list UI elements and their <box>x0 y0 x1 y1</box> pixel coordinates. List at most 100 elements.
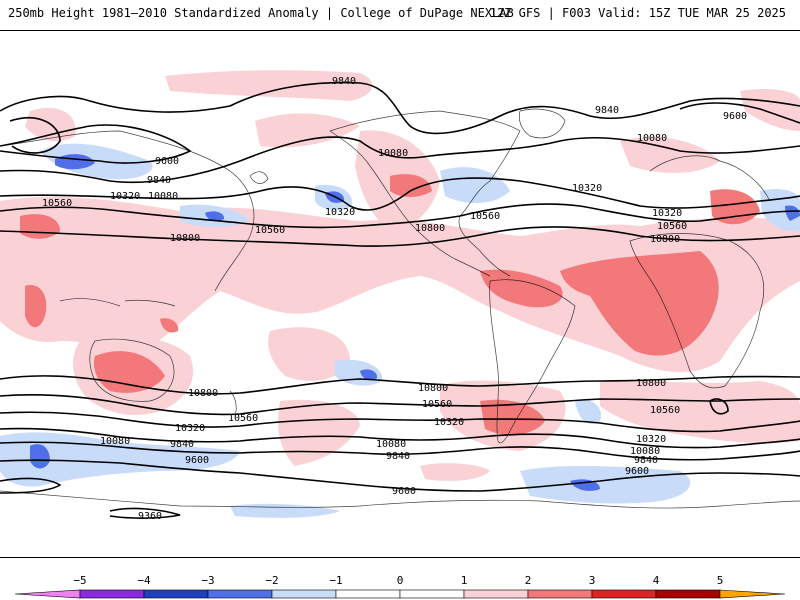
europe-coast <box>649 155 771 202</box>
anomaly-region <box>205 211 225 221</box>
colorbar-segment-pos3 <box>591 589 657 599</box>
map-title: 250mb Height 1981–2010 Standardized Anom… <box>8 6 514 20</box>
anomaly-region <box>0 196 800 373</box>
contour-label: 9600 <box>625 466 649 477</box>
contour-label: 10320 <box>110 191 140 202</box>
contour-label: 10560 <box>42 198 72 209</box>
contour-labels: 9840 9840 9600 10080 9600 9840 10320 100… <box>42 76 747 522</box>
anomaly-map-canvas: 9840 9840 9600 10080 9600 9840 10320 100… <box>0 70 800 522</box>
contour-label: 9840 <box>332 76 356 87</box>
south-america-coast <box>489 279 576 444</box>
contour-9840-south <box>0 441 800 461</box>
contour-9600-south <box>0 459 800 492</box>
contour-label: 10320 <box>175 423 205 434</box>
contour-9600-natl <box>679 102 800 124</box>
contour-label: 10320 <box>636 434 666 445</box>
contour-label: 9600 <box>155 156 179 167</box>
contour-9840-north <box>0 81 800 135</box>
anomaly-colorbar: −5 −4 −3 −2 −1 0 1 2 3 4 5 <box>14 574 786 599</box>
colorbar-tick-label: 1 <box>461 574 468 587</box>
contour-10320-south <box>0 411 800 433</box>
asia-coast <box>0 130 255 292</box>
anomaly-region <box>480 269 563 308</box>
greenland-coast <box>518 108 566 139</box>
contour-label: 10800 <box>188 388 218 399</box>
contour-label: 10320 <box>572 183 602 194</box>
colorbar-tick-label: −4 <box>137 574 151 587</box>
contour-10080-north <box>0 136 800 184</box>
contour-label: 10080 <box>100 436 130 447</box>
colorbar-tick-label: 3 <box>589 574 596 587</box>
contour-label: 10080 <box>148 191 178 202</box>
contour-label: 10080 <box>637 133 667 144</box>
colorbar-ticks: −5 −4 −3 −2 −1 0 1 2 3 4 5 <box>73 574 723 587</box>
contour-label: 9840 <box>634 455 658 466</box>
colorbar-segment-pos2 <box>527 589 593 599</box>
contour-southern-low <box>709 398 729 415</box>
contour-label: 10560 <box>650 405 680 416</box>
anomaly-region <box>165 70 373 101</box>
colorbar-segment-zero-pos <box>399 589 465 599</box>
contour-label: 10320 <box>325 207 355 218</box>
colorbar-tick-label: 2 <box>525 574 532 587</box>
north-america-coast <box>329 110 521 277</box>
anomaly-region <box>480 399 545 435</box>
colorbar-tick-label: 5 <box>717 574 724 587</box>
contour-label: 9600 <box>185 455 209 466</box>
colorbar-tick-label: 0 <box>397 574 404 587</box>
colorbar-tick-label: −5 <box>73 574 86 587</box>
contour-label: 10560 <box>657 221 687 232</box>
antarctica-coast <box>0 490 800 509</box>
model-run-info: 12Z GFS | F003 Valid: 15Z TUE MAR 25 202… <box>489 6 786 20</box>
japan-coast <box>249 171 269 184</box>
contour-label: 10320 <box>434 417 464 428</box>
contour-label: 9360 <box>138 511 162 522</box>
contour-9600-north <box>0 124 192 164</box>
anomaly-region <box>440 167 510 203</box>
colorbar-segment-neg2 <box>207 589 273 599</box>
anomaly-region <box>390 174 432 197</box>
contour-label: 9840 <box>147 175 171 186</box>
australia-coast <box>89 338 175 402</box>
anomaly-region <box>30 444 50 469</box>
contour-label: 10800 <box>415 223 445 234</box>
contour-label: 10560 <box>255 225 285 236</box>
contour-label: 9840 <box>386 451 410 462</box>
coastlines <box>0 108 800 509</box>
colorbar-tick-label: −3 <box>201 574 214 587</box>
contour-9360-south <box>0 477 62 494</box>
contour-label: 9600 <box>392 486 416 497</box>
contour-label: 10560 <box>228 413 258 424</box>
contour-label: 10800 <box>636 378 666 389</box>
anomaly-region <box>420 463 490 481</box>
contour-label: 10560 <box>422 399 452 410</box>
colorbar-segment-pos1 <box>463 589 529 599</box>
colorbar-tick-label: 4 <box>653 574 660 587</box>
contour-label: 10080 <box>378 148 408 159</box>
height-contours <box>0 81 800 519</box>
anomaly-map: 9840 9840 9600 10080 9600 9840 10320 100… <box>0 30 800 558</box>
indonesia-coast <box>59 298 176 307</box>
anomaly-region <box>230 503 340 518</box>
anomaly-region <box>600 380 800 444</box>
contour-10320-north <box>0 177 800 211</box>
anomaly-region <box>93 351 165 393</box>
colorbar-segment-pos4 <box>655 589 721 599</box>
colorbar-segment-neg5 <box>14 589 81 599</box>
contour-label: 10080 <box>630 446 660 457</box>
contour-10080-south <box>0 427 800 449</box>
anomaly-region <box>255 113 360 148</box>
anomaly-region <box>520 466 691 504</box>
contour-9360-south-2 <box>109 507 181 519</box>
anomaly-region <box>360 369 378 380</box>
anomaly-region <box>0 432 240 487</box>
colorbar-tick-label: −2 <box>265 574 278 587</box>
contour-label: 9840 <box>170 439 194 450</box>
contour-label: 9840 <box>595 105 619 116</box>
anomaly-region <box>575 399 601 425</box>
map-header: 250mb Height 1981–2010 Standardized Anom… <box>0 0 800 30</box>
contour-10800-north <box>0 226 800 247</box>
colorbar-segment-neg4 <box>79 589 145 599</box>
north-america-west-coast <box>329 130 491 277</box>
contour-label: 10800 <box>170 233 200 244</box>
